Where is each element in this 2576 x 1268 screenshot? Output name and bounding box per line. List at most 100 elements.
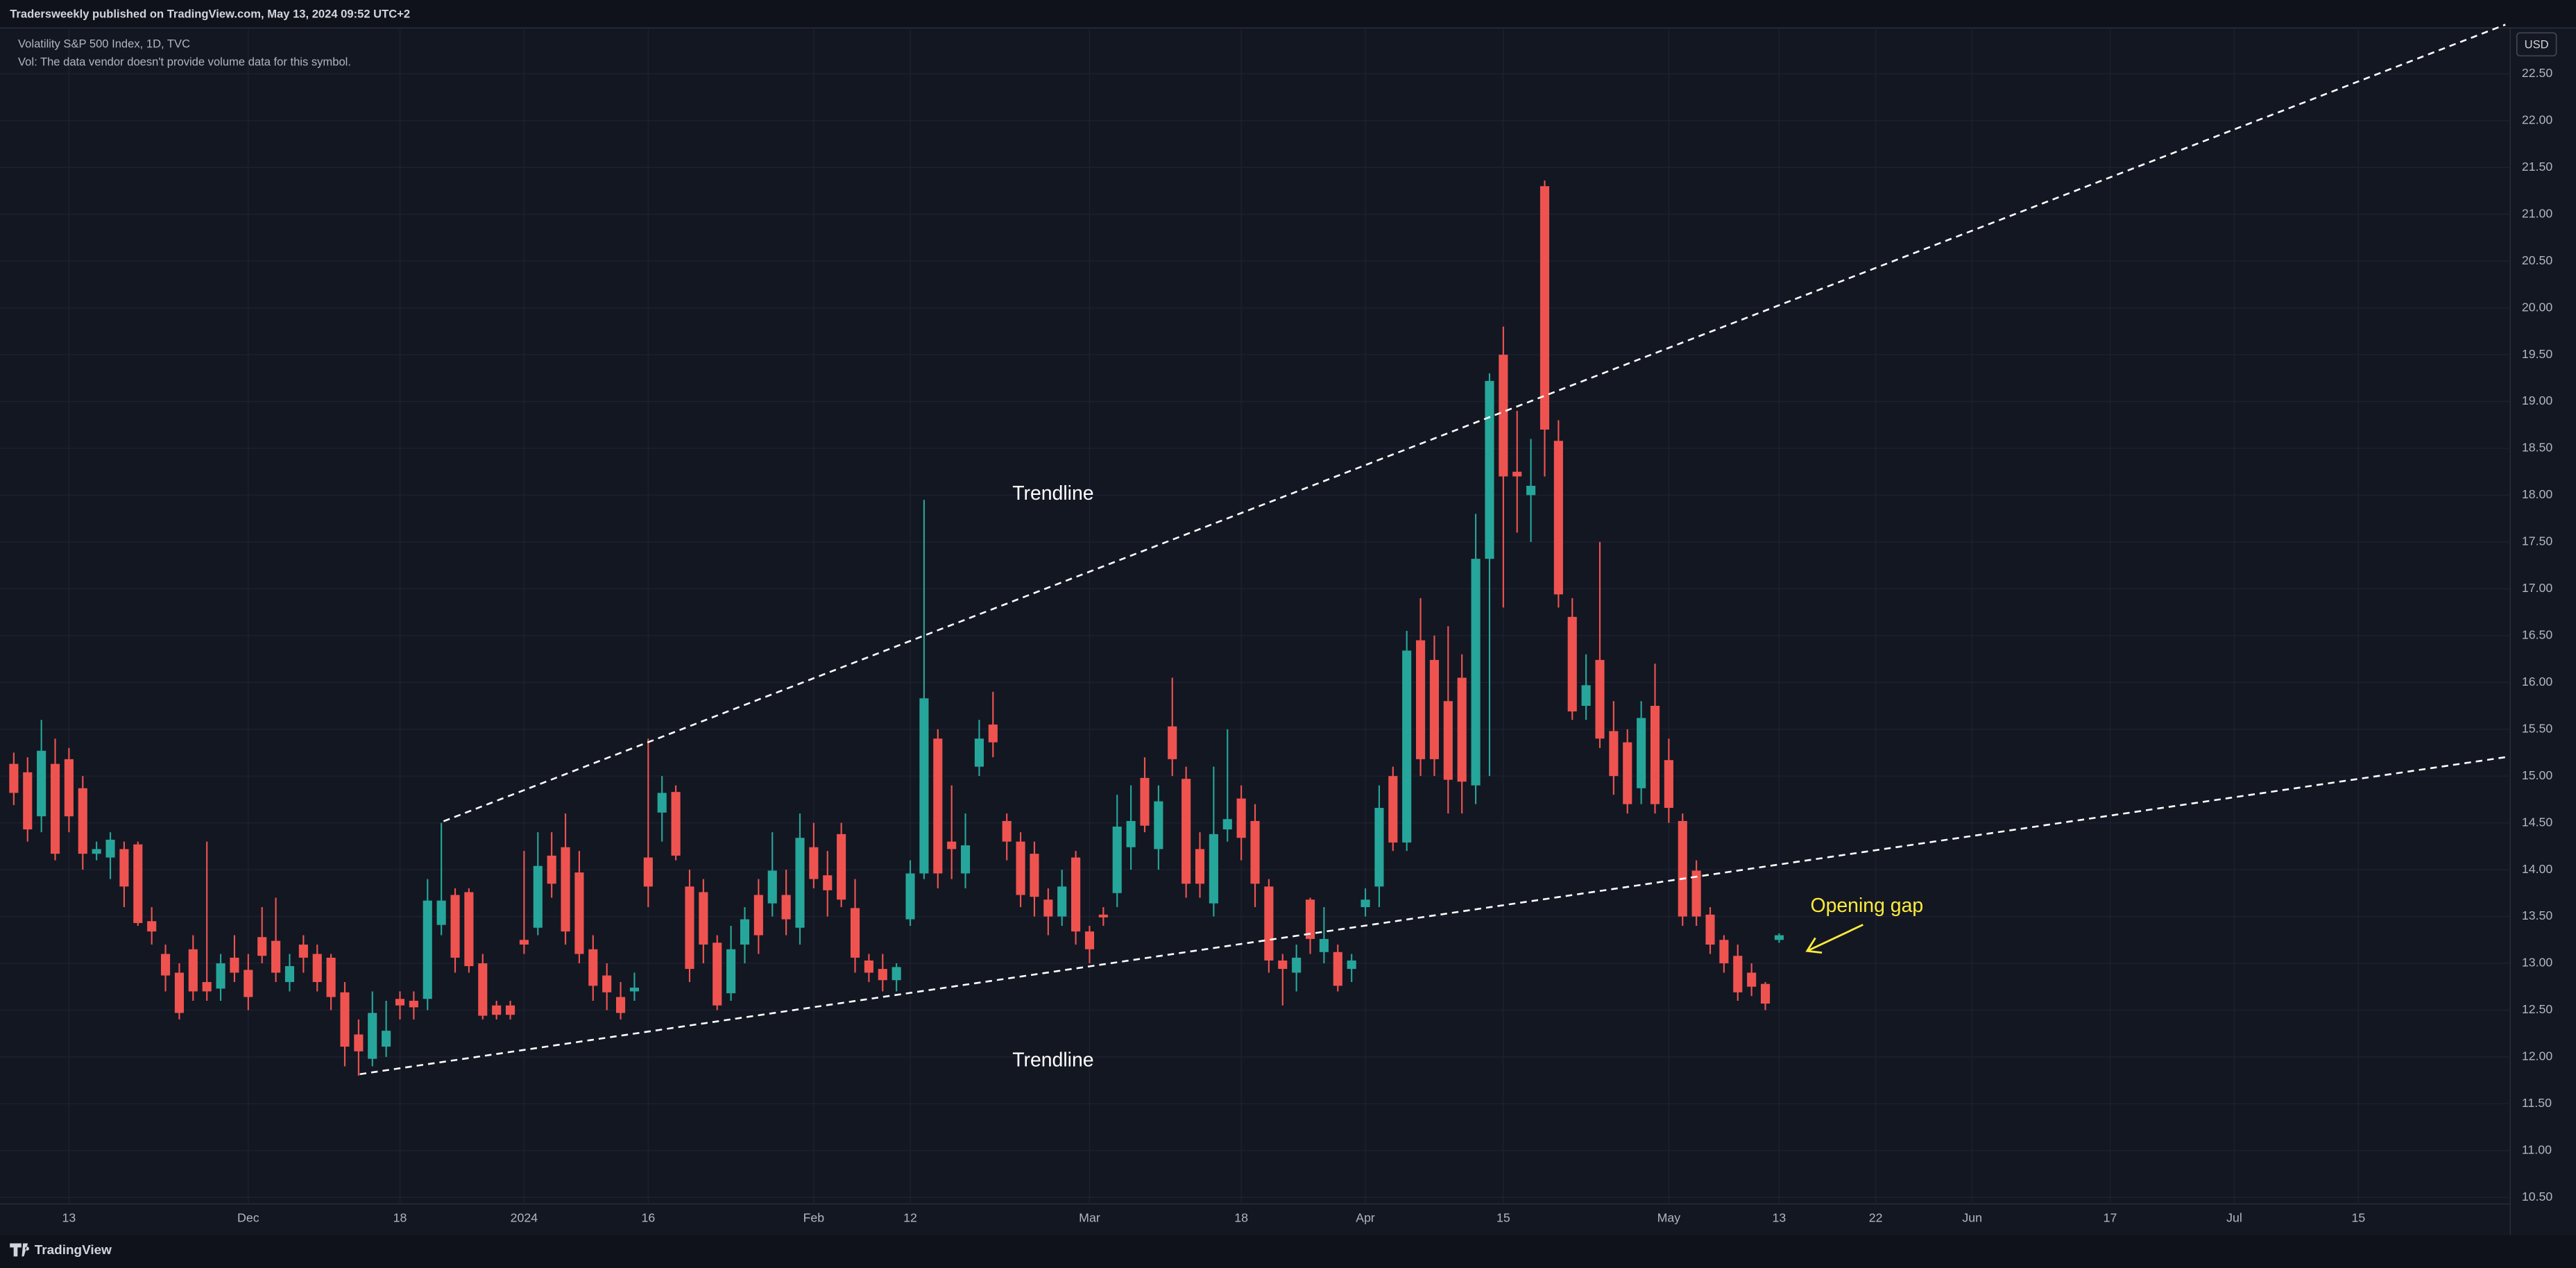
candle-body bbox=[395, 999, 405, 1006]
y-tick-label: 16.50 bbox=[2522, 627, 2553, 641]
footer-bar bbox=[0, 1235, 2576, 1268]
candle-body bbox=[974, 738, 984, 767]
candle-body bbox=[1057, 886, 1067, 917]
candle-body bbox=[1043, 899, 1053, 917]
candle-body bbox=[505, 1005, 515, 1015]
x-tick-label: 15 bbox=[2351, 1211, 2365, 1225]
candle-body bbox=[561, 847, 570, 932]
candle-body bbox=[1539, 186, 1550, 430]
candle-body bbox=[1471, 559, 1481, 786]
candle-body bbox=[436, 900, 446, 925]
candle-body bbox=[574, 872, 584, 954]
candle-body bbox=[37, 750, 46, 817]
y-tick-label: 17.00 bbox=[2522, 581, 2553, 595]
currency-box[interactable] bbox=[2516, 32, 2557, 57]
candle-body bbox=[1499, 355, 1508, 477]
candle-body bbox=[1609, 731, 1619, 777]
candle-body bbox=[1637, 718, 1646, 788]
annotation: Opening gap bbox=[1811, 895, 1924, 917]
y-tick-label: 21.50 bbox=[2522, 160, 2553, 174]
candle-body bbox=[933, 738, 943, 874]
candle-body bbox=[878, 969, 887, 981]
candle-body bbox=[1154, 801, 1163, 849]
y-tick-label: 16.00 bbox=[2522, 675, 2553, 688]
candle-body bbox=[823, 875, 833, 890]
x-tick-label: 22 bbox=[1869, 1211, 1883, 1225]
candle-body bbox=[905, 873, 915, 920]
candle-body bbox=[1319, 938, 1329, 952]
brand: TradingView bbox=[35, 1243, 112, 1258]
candle-body bbox=[78, 788, 87, 854]
candle-body bbox=[1030, 854, 1039, 897]
candle-body bbox=[740, 919, 750, 945]
candle-body bbox=[1084, 931, 1095, 949]
candle-body bbox=[602, 975, 612, 992]
candle-body bbox=[1388, 776, 1398, 843]
candle-body bbox=[1168, 726, 1177, 759]
candles bbox=[9, 180, 1784, 1076]
candle-body bbox=[547, 855, 556, 884]
candle-body bbox=[713, 942, 722, 1006]
candle-body bbox=[1747, 972, 1757, 987]
candle-body bbox=[174, 972, 184, 1013]
candle-body bbox=[1512, 471, 1522, 477]
candle-body bbox=[1374, 808, 1384, 887]
candle-body bbox=[671, 792, 681, 856]
candle-body bbox=[1567, 616, 1577, 712]
candle-body bbox=[216, 963, 225, 989]
candle-body bbox=[1016, 841, 1025, 895]
y-tick-label: 18.00 bbox=[2522, 487, 2553, 501]
candle-body bbox=[1112, 827, 1122, 893]
candle-body bbox=[1650, 705, 1660, 804]
candle-body bbox=[1664, 760, 1673, 809]
candle-body bbox=[1774, 935, 1784, 940]
x-tick-label: Dec bbox=[237, 1211, 259, 1225]
candle-body bbox=[781, 895, 791, 920]
y-tick-label: 11.50 bbox=[2522, 1096, 2552, 1110]
candle-body bbox=[1182, 779, 1191, 884]
candle-body bbox=[244, 970, 253, 997]
candle-body bbox=[478, 963, 488, 1016]
candle-body bbox=[864, 960, 873, 973]
candle-body bbox=[753, 895, 763, 936]
candle-body bbox=[1002, 820, 1012, 842]
candle-body bbox=[119, 849, 129, 887]
upper-trendline bbox=[443, 24, 2506, 822]
candle-body bbox=[202, 981, 212, 992]
candle-body bbox=[50, 763, 60, 854]
candle-body bbox=[1416, 640, 1426, 759]
candle-body bbox=[685, 886, 694, 970]
candle-body bbox=[1126, 820, 1136, 847]
candle-body bbox=[160, 954, 171, 976]
volume-note: Vol: The data vendor doesn't provide vol… bbox=[18, 55, 351, 68]
arrow-head bbox=[1805, 937, 1823, 954]
x-tick-label: 17 bbox=[2104, 1211, 2117, 1225]
y-tick-label: 12.00 bbox=[2522, 1049, 2553, 1063]
candle-body bbox=[1678, 820, 1687, 917]
candle-body bbox=[105, 839, 115, 858]
candle-body bbox=[257, 937, 267, 956]
x-tick-label: 18 bbox=[1234, 1211, 1248, 1225]
candle-body bbox=[726, 949, 736, 994]
candle-body bbox=[588, 949, 598, 986]
candle-body bbox=[9, 763, 19, 793]
annotation: Trendline bbox=[1012, 482, 1093, 505]
candle-body bbox=[1305, 899, 1315, 939]
currency: USD bbox=[2525, 37, 2549, 51]
lower-trendline bbox=[359, 756, 2506, 1076]
y-tick-label: 15.50 bbox=[2522, 721, 2553, 735]
candle-body bbox=[988, 724, 998, 743]
header-bar bbox=[0, 0, 2576, 28]
candle-body bbox=[1195, 849, 1205, 884]
x-tick-label: Jun bbox=[1962, 1211, 1982, 1225]
candle-body bbox=[767, 870, 777, 904]
candle-body bbox=[92, 849, 101, 854]
x-tick-label: 13 bbox=[62, 1211, 76, 1225]
candle-body bbox=[382, 1031, 391, 1047]
y-tick-label: 17.50 bbox=[2522, 534, 2553, 548]
candle-body bbox=[947, 841, 957, 849]
y-tick-label: 18.50 bbox=[2522, 441, 2553, 455]
candle-body bbox=[368, 1013, 377, 1059]
